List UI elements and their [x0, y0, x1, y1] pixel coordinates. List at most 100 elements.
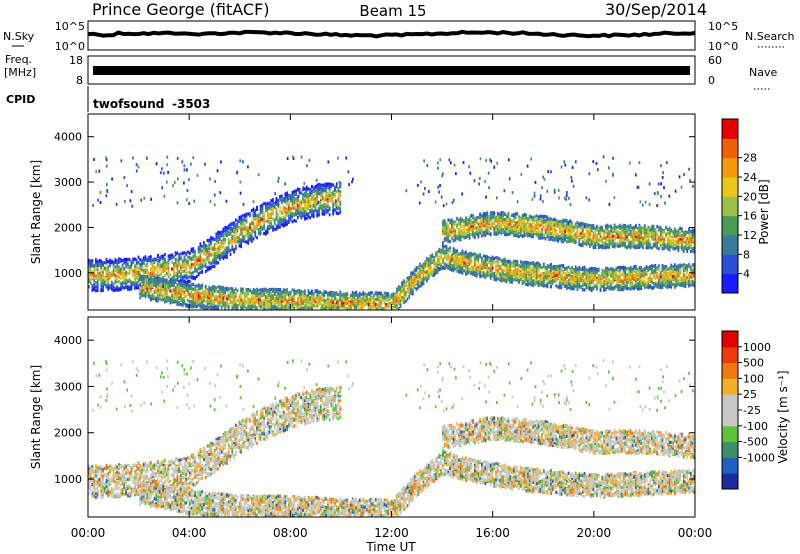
- nsearch-label: N.Search: [745, 30, 795, 43]
- power-cell: [258, 215, 260, 218]
- power-cell: [325, 307, 327, 310]
- power-cell: [354, 294, 356, 297]
- power-cell: [456, 260, 458, 263]
- power-cell: [304, 306, 306, 309]
- power-cell: [299, 191, 301, 194]
- power-cell: [339, 207, 341, 210]
- power-cell: [277, 288, 279, 291]
- power-cell: [251, 222, 253, 225]
- power-cell: [430, 272, 432, 275]
- power-cell: [334, 188, 336, 191]
- power-cell: [258, 232, 260, 235]
- power-cell: [221, 306, 223, 309]
- power-cell: [270, 199, 272, 202]
- power-cell: [116, 270, 118, 273]
- power-cell: [385, 294, 387, 297]
- power-cell: [182, 266, 184, 269]
- power-cell: [290, 291, 292, 294]
- power-cell: [249, 226, 251, 229]
- power-cell: [173, 255, 175, 258]
- power-cell: [474, 223, 476, 226]
- power-cell: [161, 265, 163, 268]
- power-cell: [192, 255, 194, 258]
- power-cell: [263, 212, 265, 215]
- power-cell: [442, 226, 444, 229]
- power-cell: [270, 302, 272, 305]
- power-cell: [217, 240, 219, 243]
- power-cell: [228, 248, 230, 251]
- power-cell: [203, 290, 205, 293]
- power-cell: [155, 268, 157, 271]
- power-cell: [323, 294, 325, 297]
- power-cell: [331, 291, 333, 294]
- power-cell: [138, 284, 140, 287]
- power-cell: [171, 294, 173, 297]
- power-cell: [203, 299, 205, 302]
- power-cell: [403, 297, 405, 300]
- power-cell: [154, 269, 156, 272]
- power-cell: [138, 267, 140, 270]
- power-cell: [295, 302, 297, 305]
- power-cell: [159, 297, 161, 300]
- power-cell: [164, 279, 166, 282]
- power-cell: [152, 284, 154, 287]
- power-cell: [332, 294, 334, 297]
- power-cell: [433, 273, 435, 276]
- power-cell: [184, 265, 186, 268]
- power-cell: [162, 264, 164, 267]
- power-cell: [145, 255, 147, 258]
- power-cell: [184, 251, 186, 254]
- power-cell: [460, 258, 462, 261]
- power-cell: [263, 299, 265, 302]
- power-cell: [132, 273, 134, 276]
- power-cell: [313, 195, 315, 198]
- power-cell: [279, 210, 281, 213]
- power-cell: [214, 248, 216, 251]
- power-cell: [159, 291, 161, 294]
- power-cell: [143, 286, 145, 289]
- power-cell: [230, 287, 232, 290]
- power-cell: [150, 259, 152, 262]
- power-cell: [178, 275, 180, 278]
- power-cell: [302, 302, 304, 305]
- power-cell: [125, 279, 127, 282]
- power-cell: [431, 253, 433, 256]
- power-cell: [191, 249, 193, 252]
- power-cell: [462, 250, 464, 253]
- power-cell: [260, 292, 262, 295]
- power-cell: [311, 205, 313, 208]
- power-cell: [403, 283, 405, 286]
- power-cell: [214, 285, 216, 288]
- power-cell: [192, 297, 194, 300]
- power-cell: [221, 295, 223, 298]
- power-cell: [187, 250, 189, 253]
- power-cell: [405, 293, 407, 296]
- power-cell: [465, 236, 467, 239]
- power-cell: [308, 297, 310, 300]
- power-cell: [161, 293, 163, 296]
- power-cell: [313, 200, 315, 203]
- power-cell: [228, 233, 230, 236]
- power-cell: [221, 286, 223, 289]
- power-cell: [465, 232, 467, 235]
- power-cell: [122, 259, 124, 262]
- power-cell: [285, 213, 287, 216]
- power-cell: [254, 298, 256, 301]
- power-cell: [412, 272, 414, 275]
- power-cell: [320, 300, 322, 303]
- power-cell: [99, 277, 101, 280]
- power-cell: [274, 297, 276, 300]
- power-cell: [240, 306, 242, 309]
- power-cell: [329, 207, 331, 210]
- power-cell: [279, 195, 281, 198]
- power-cell: [440, 250, 442, 253]
- power-cell: [311, 185, 313, 188]
- power-cell: [127, 280, 129, 283]
- power-cell: [125, 274, 127, 277]
- power-cell: [272, 208, 274, 211]
- power-cell: [150, 290, 152, 293]
- power-cell: [146, 264, 148, 267]
- power-cell: [90, 261, 92, 264]
- power-cell: [265, 205, 267, 208]
- power-cell: [127, 271, 129, 274]
